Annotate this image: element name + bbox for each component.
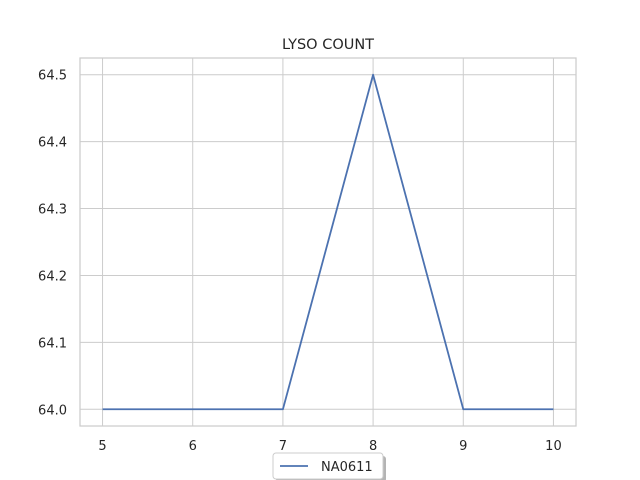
- x-tick-label: 7: [279, 439, 287, 454]
- x-tick-label: 10: [545, 439, 562, 454]
- y-tick-label: 64.5: [38, 69, 67, 84]
- x-tick-label: 9: [459, 439, 467, 454]
- legend-label-na0611: NA0611: [321, 460, 373, 475]
- x-tick-label: 5: [98, 439, 106, 454]
- x-tick-label: 6: [189, 439, 197, 454]
- y-tick-labels: 64.0 64.1 64.2 64.3 64.4 64.5: [38, 69, 67, 419]
- y-tick-label: 64.1: [38, 336, 67, 351]
- y-tick-label: 64.2: [38, 269, 67, 284]
- legend-box: [272, 452, 384, 480]
- x-tick-labels: 5 6 7 8 9 10: [98, 439, 561, 454]
- y-tick-label: 64.3: [38, 203, 67, 218]
- plot-area-frame: [79, 57, 577, 427]
- y-tick-label: 64.4: [38, 136, 67, 151]
- y-tick-label: 64.0: [38, 403, 67, 418]
- x-tick-label: 8: [369, 439, 377, 454]
- series-line-na0611: [102, 73, 554, 411]
- series-layer: [102, 73, 554, 411]
- legend: NA0611: [272, 452, 386, 480]
- chart-title: LYSO COUNT: [282, 37, 374, 53]
